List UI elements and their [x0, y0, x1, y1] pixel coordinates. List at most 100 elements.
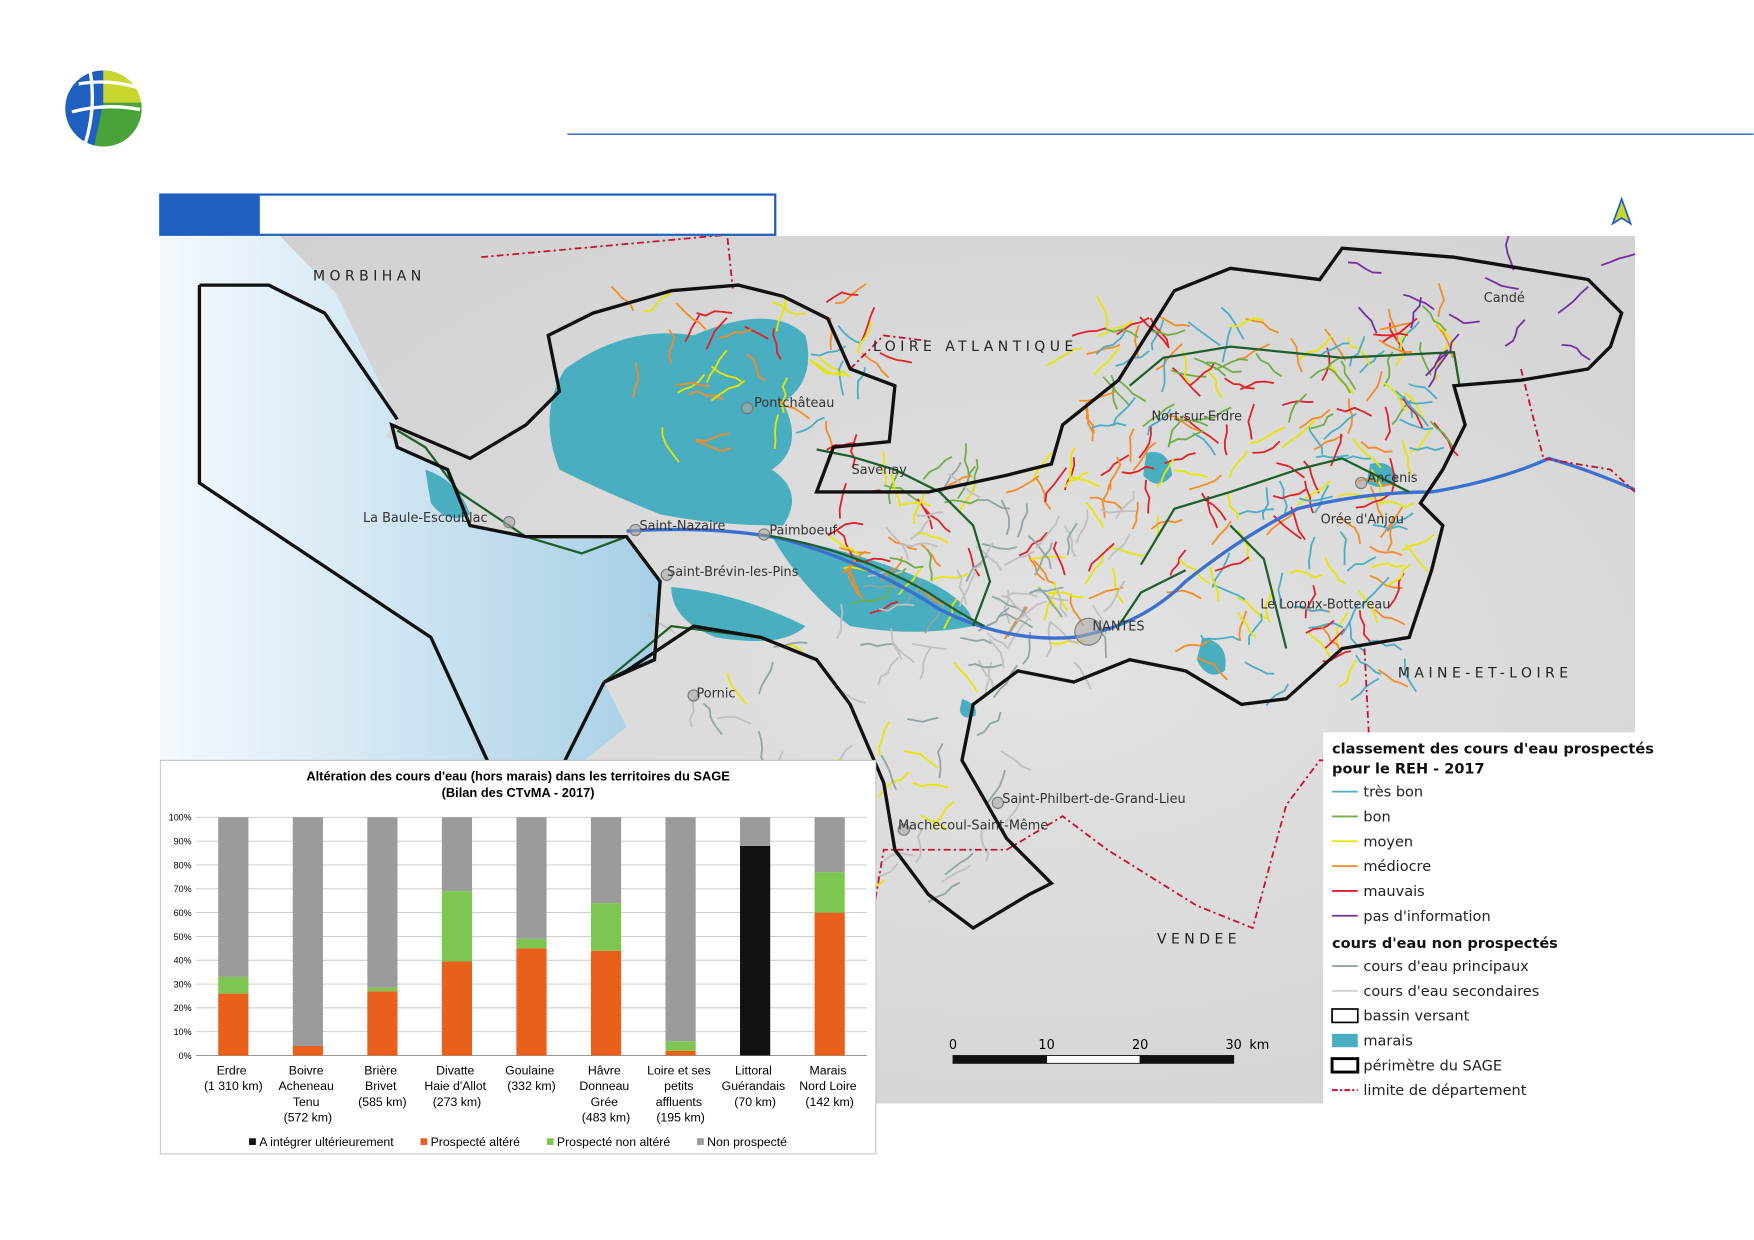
- river-segment: [1600, 253, 1636, 267]
- river-segment: [1360, 576, 1390, 608]
- river-segment: [912, 782, 949, 789]
- river-segment: [836, 529, 855, 559]
- river-segment: [1107, 533, 1131, 561]
- river-segment: [1401, 440, 1413, 476]
- river-segment: [677, 373, 706, 394]
- river-segment: [958, 483, 976, 514]
- river-segment: [892, 641, 915, 664]
- river-segment: [1089, 496, 1123, 510]
- river-segment: [1098, 628, 1107, 659]
- river-segment: [904, 577, 922, 606]
- river-segment: [1104, 327, 1139, 339]
- river-segment: [1000, 750, 1032, 771]
- legend-label: moyen: [1363, 834, 1413, 850]
- bar-segment: [218, 993, 249, 1056]
- river-segment: [1404, 543, 1429, 572]
- river-segment: [1071, 327, 1107, 337]
- river-segment: [1308, 622, 1344, 629]
- y-tick-label: 50%: [174, 932, 192, 942]
- river-segment: [1296, 480, 1331, 506]
- river-segment: [1355, 654, 1382, 675]
- chart-legend-swatch: [697, 1138, 704, 1145]
- river-segment: [1427, 351, 1450, 388]
- river-segment: [1340, 360, 1357, 391]
- river-segment: [675, 302, 707, 331]
- y-tick-label: 80%: [174, 860, 192, 870]
- river-segment: [1313, 484, 1330, 514]
- river-segment: [1150, 319, 1165, 351]
- bar-segment: [292, 817, 323, 1046]
- river-segment: [856, 367, 866, 400]
- river-segment: [1348, 621, 1366, 653]
- river-segment: [1005, 475, 1040, 494]
- river-segment: [1046, 347, 1082, 367]
- river-segment: [1337, 492, 1374, 500]
- river-segment: [1213, 584, 1246, 601]
- chart-legend: A intégrer ultérieurement Prospecté altér…: [249, 1135, 787, 1149]
- river-segment: [1402, 397, 1424, 429]
- x-tick-line: (142 km): [805, 1095, 853, 1109]
- river-segment: [1276, 462, 1305, 479]
- river-segment: [987, 769, 1006, 804]
- region-label: MORBIHAN: [313, 269, 426, 285]
- scale-unit: km: [1249, 1038, 1269, 1053]
- town-marker: [687, 689, 700, 702]
- chart-legend-label: Non prospecté: [707, 1135, 787, 1149]
- bar-segment: [516, 938, 547, 949]
- river-segment: [710, 365, 742, 383]
- river-segment: [1116, 316, 1150, 336]
- river-segment: [632, 362, 640, 398]
- river-segment: [963, 443, 970, 479]
- river-segment: [1226, 492, 1239, 520]
- river-segment: [1049, 620, 1079, 644]
- x-tick-line: (483 km): [582, 1110, 630, 1124]
- river-segment: [1307, 631, 1332, 659]
- river-segment: [818, 356, 851, 378]
- river-segment: [941, 864, 972, 883]
- river-segment: [1214, 556, 1250, 572]
- river-segment: [981, 543, 1017, 551]
- river-segment: [1092, 347, 1120, 376]
- river-segment: [1346, 556, 1377, 572]
- river-segment: [837, 325, 861, 344]
- bassin-outline: [197, 283, 606, 773]
- river-segment: [998, 613, 1034, 629]
- river-segment: [1075, 509, 1089, 544]
- river-segment: [956, 569, 968, 605]
- x-tick-line: (273 km): [433, 1095, 481, 1109]
- logo: [65, 69, 145, 147]
- river-segment: [1132, 441, 1157, 471]
- river-segment: [1437, 283, 1445, 318]
- x-tick-label: Erdre (1 310 km): [204, 1064, 263, 1094]
- town-marker: [629, 523, 642, 537]
- bar-segment: [665, 1041, 696, 1051]
- river-segment: [1169, 549, 1187, 576]
- river-segment: [1357, 589, 1379, 623]
- legend-swatch: [1332, 1033, 1358, 1048]
- river-segment: [1399, 418, 1434, 431]
- river-segment: [647, 612, 676, 635]
- river-segment: [861, 352, 890, 379]
- town-marker: [741, 401, 754, 415]
- river-segment: [1189, 361, 1216, 387]
- loire-river: [626, 456, 1636, 640]
- river-segment: [1369, 574, 1403, 590]
- river-segment: [1261, 487, 1270, 520]
- river-segment: [1102, 580, 1126, 613]
- river-segment: [1111, 567, 1124, 604]
- river-segment: [1052, 541, 1066, 576]
- river-segment: [1346, 336, 1371, 367]
- town-marker: [991, 796, 1004, 809]
- river-segment: [1038, 587, 1063, 618]
- river-segment: [1206, 361, 1242, 374]
- river-segment: [836, 604, 844, 640]
- river-segment: [1359, 350, 1385, 374]
- river-segment: [1264, 588, 1275, 623]
- river-segment: [1369, 486, 1385, 519]
- river-segment: [1095, 330, 1126, 355]
- river-segment: [718, 328, 752, 339]
- river-segment: [1249, 426, 1286, 445]
- river-segment: [960, 636, 992, 645]
- x-tick-line: Brière: [364, 1064, 397, 1078]
